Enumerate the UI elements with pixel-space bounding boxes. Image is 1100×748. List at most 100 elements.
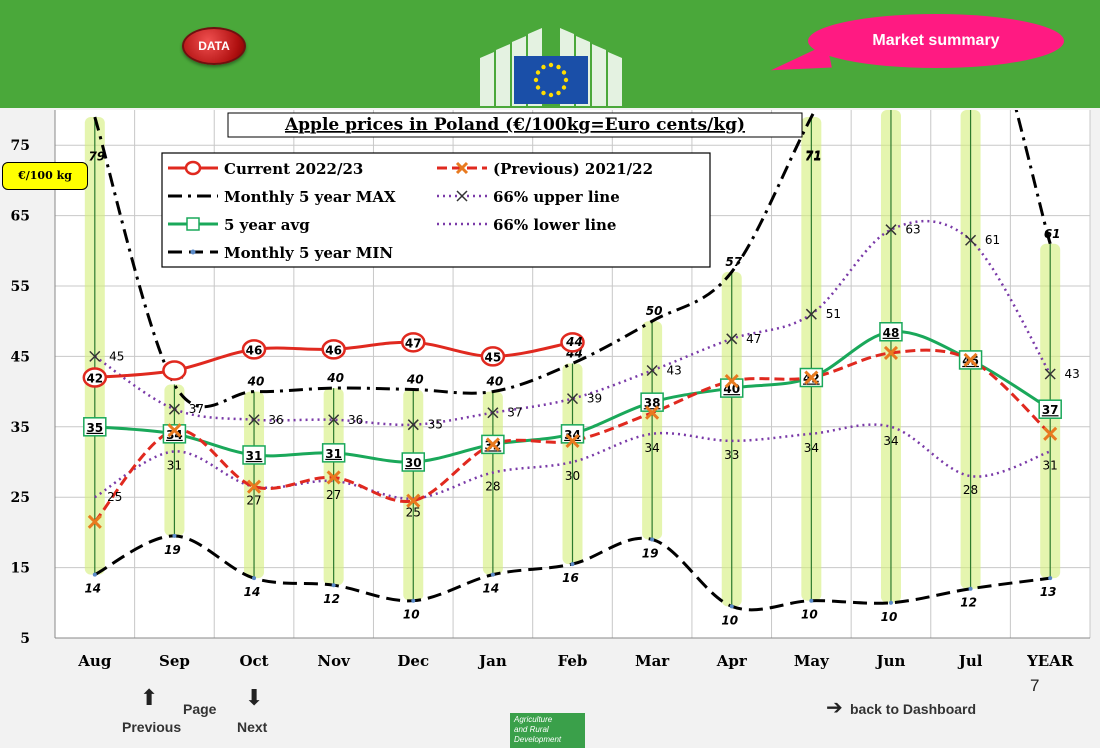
right-arrow-icon[interactable]: ➔	[826, 695, 843, 719]
market-summary-button[interactable]: Market summary	[808, 14, 1064, 68]
up-arrow-icon[interactable]: ⬆	[140, 686, 159, 711]
min-label: 19	[164, 543, 181, 557]
y-tick-label: 15	[11, 561, 30, 577]
lower-label: 25	[107, 490, 122, 504]
avg-marker	[879, 322, 903, 342]
lower-label: 25	[406, 506, 421, 520]
upper-marker	[89, 350, 101, 362]
previous-marker	[406, 493, 421, 508]
legend-marker	[186, 217, 200, 231]
y-tick-label: 45	[11, 349, 30, 365]
eu-star	[561, 70, 567, 75]
max-label: 40	[326, 371, 344, 385]
eu-star	[535, 85, 541, 90]
min-point	[968, 586, 973, 591]
previous-marker	[246, 479, 262, 494]
data-button[interactable]: DATA	[182, 27, 246, 65]
lower-label: 27	[246, 494, 261, 508]
avg-label: 30	[405, 456, 422, 470]
eu-star	[563, 77, 569, 83]
min-label: 19	[642, 546, 659, 560]
upper-label: 37	[507, 406, 522, 420]
series-line-upper	[94, 219, 1052, 427]
upper-marker	[168, 403, 180, 415]
min-label: 12	[960, 596, 977, 610]
current-marker	[480, 346, 506, 367]
previous-marker	[326, 470, 341, 485]
x-tick-label: Apr	[716, 652, 748, 670]
min-label: 10	[721, 613, 738, 627]
current-label: 46	[246, 343, 263, 357]
legend-label-current: Current 2022/23	[224, 160, 363, 178]
max-label: 40	[486, 375, 504, 389]
previous-marker	[963, 352, 978, 367]
back-to-dashboard-link[interactable]: back to Dashboard	[850, 701, 977, 717]
annotation-label: 44	[565, 335, 583, 349]
upper-label: 61	[985, 233, 1000, 247]
upper-marker	[407, 419, 419, 431]
x-tick-label: Dec	[397, 652, 429, 670]
min-label: 13	[1040, 585, 1057, 599]
min-point	[729, 604, 734, 609]
min-label: 10	[881, 610, 898, 624]
lower-label: 34	[804, 441, 819, 455]
upper-label: 63	[905, 223, 920, 237]
lower-label: 34	[883, 434, 898, 448]
previous-marker	[485, 437, 500, 452]
avg-label: 34	[166, 428, 183, 442]
upper-label: 36	[348, 413, 363, 427]
min-point	[92, 572, 97, 577]
lower-label: 31	[1043, 458, 1058, 472]
legend-marker	[456, 190, 468, 202]
eu-commission-logo	[480, 28, 622, 106]
max-label: 40	[247, 375, 265, 389]
legend-label-avg: 5 year avg	[224, 216, 310, 234]
down-arrow-icon[interactable]: ⬇	[245, 686, 264, 711]
previous-marker	[724, 373, 739, 389]
avg-label: 37	[1042, 403, 1059, 417]
max-label: 50	[646, 304, 663, 318]
avg-marker	[321, 443, 346, 463]
current-marker	[162, 360, 187, 381]
x-tick-label: Nov	[317, 652, 351, 670]
y-tick-label: 25	[11, 490, 30, 506]
avg-marker	[401, 452, 426, 472]
eu-star	[541, 90, 546, 96]
upper-marker	[885, 224, 897, 236]
min-point	[252, 576, 257, 581]
upper-marker	[1044, 368, 1056, 380]
min-label: 16	[562, 571, 579, 585]
page-label: Page	[183, 701, 217, 717]
y-tick-label: 65	[11, 209, 30, 225]
chart-legend: Current 2022/23 (Previous) 2021/22 Monthly…	[161, 152, 711, 268]
y-tick-label: 35	[11, 420, 30, 436]
lower-label: 31	[167, 458, 182, 472]
upper-label: 36	[268, 413, 283, 427]
upper-marker	[965, 234, 977, 246]
upper-marker	[328, 414, 340, 426]
x-tick-label: Oct	[239, 652, 268, 670]
upper-marker	[248, 414, 260, 426]
previous-button[interactable]: Previous	[122, 719, 182, 735]
previous-marker	[87, 514, 102, 529]
eu-star	[556, 64, 561, 70]
upper-label: 51	[826, 307, 841, 321]
x-tick-label: Jan	[477, 652, 507, 670]
avg-label: 40	[723, 382, 740, 396]
upper-marker	[805, 308, 817, 320]
previous-marker	[565, 433, 580, 448]
upper-label: 39	[587, 392, 602, 406]
min-label: 14	[483, 582, 500, 596]
avg-marker	[242, 445, 266, 465]
current-marker	[241, 339, 267, 360]
upper-label: 37	[189, 402, 204, 416]
max-label: 40	[406, 372, 424, 386]
lower-label: 33	[724, 448, 739, 462]
min-label: 10	[403, 608, 420, 622]
x-tick-label: Jun	[875, 652, 906, 670]
avg-label: 35	[86, 421, 103, 435]
avg-label: 31	[325, 447, 342, 461]
next-button[interactable]: Next	[237, 719, 268, 735]
previous-marker	[1043, 426, 1058, 441]
x-tick-label: Aug	[77, 652, 112, 670]
